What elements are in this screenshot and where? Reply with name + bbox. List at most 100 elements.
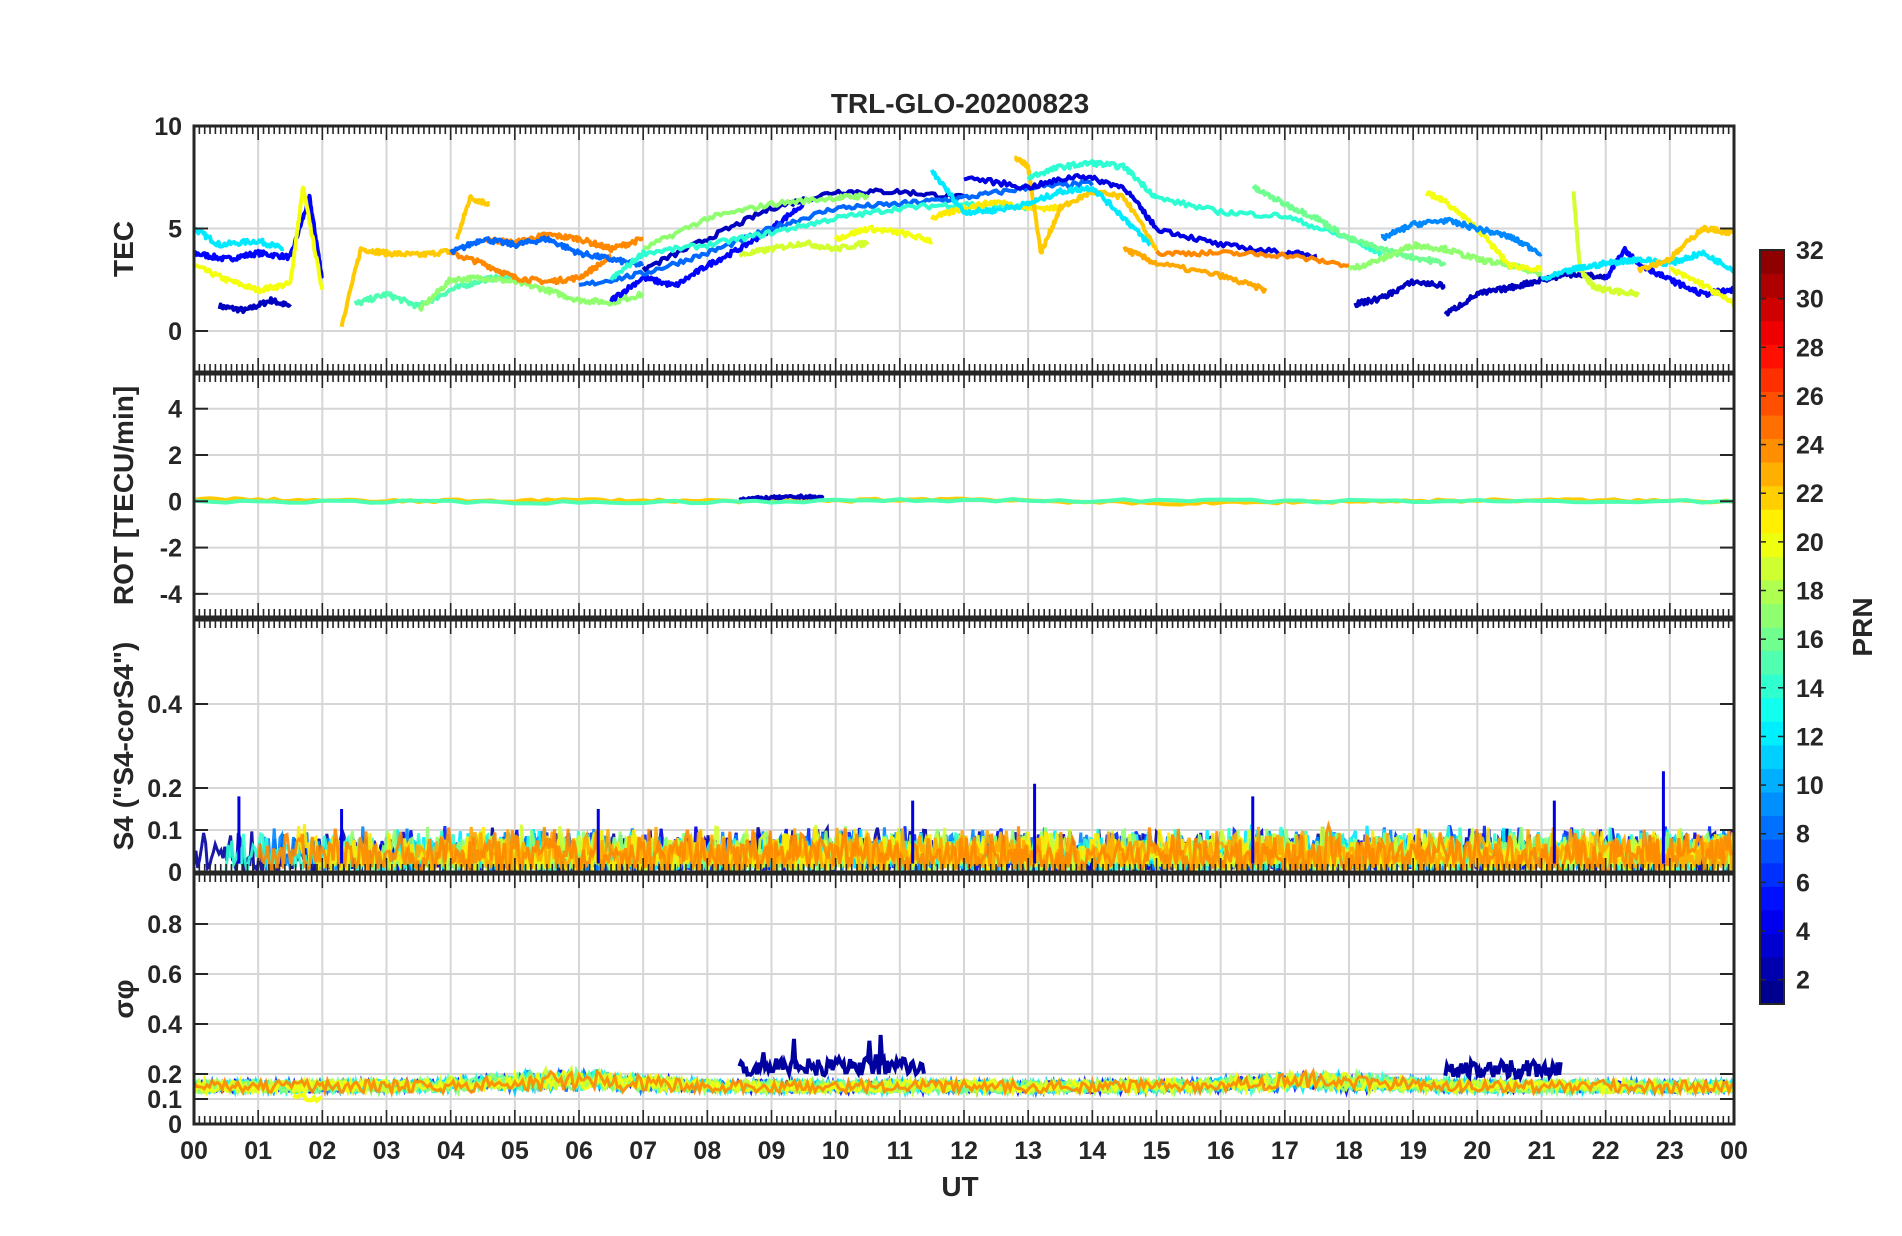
tec-series-prn-22 xyxy=(455,194,491,240)
y-tick-label: 0 xyxy=(168,488,182,516)
tec-series-prn-3 xyxy=(217,296,292,315)
colorbar-bin xyxy=(1760,320,1784,345)
y-tick-label: 0.4 xyxy=(147,691,182,719)
tec-series-prn-20 xyxy=(833,224,934,245)
colorbar-bin xyxy=(1760,603,1784,628)
x-tick-label: 10 xyxy=(822,1137,850,1165)
colorbar-tick-label: 8 xyxy=(1796,821,1810,849)
tec-series-prn-5 xyxy=(194,193,324,280)
colorbar-bin xyxy=(1760,414,1784,440)
colorbar-tick-label: 2 xyxy=(1796,967,1810,995)
colorbar-tick-label: 30 xyxy=(1796,286,1824,314)
panel-s4: 0 0.1 0.2 0.4 S4 ("S4-corS4") xyxy=(108,618,1736,887)
y-tick-label: 0.6 xyxy=(147,961,182,989)
y-tick-label: 0 xyxy=(168,318,182,346)
tec-series-prn-14 xyxy=(609,200,1030,281)
y-tick-label: 5 xyxy=(168,216,182,244)
sigma-dip xyxy=(292,1092,323,1104)
y-tick-label: 0.1 xyxy=(147,817,182,845)
colorbar-bin xyxy=(1760,768,1784,793)
y-tick-label: 0.4 xyxy=(147,1011,182,1039)
y-tick-label: 4 xyxy=(168,396,182,424)
tec-series-prn-3 xyxy=(738,493,825,502)
x-tick-label: 03 xyxy=(373,1137,401,1165)
colorbar-tick-label: 24 xyxy=(1796,432,1824,460)
colorbar-tick-label: 28 xyxy=(1796,334,1824,362)
colorbar-bin xyxy=(1760,862,1784,887)
tec-series-prn-3 xyxy=(1443,270,1608,317)
colorbar-tick-label: 10 xyxy=(1796,772,1824,800)
s4-series-prn-24 xyxy=(256,820,1734,872)
tec-series-prn-8 xyxy=(449,235,645,268)
x-tick-label: 23 xyxy=(1656,1137,1684,1165)
colorbar-bin xyxy=(1760,650,1784,675)
x-tick-label: 01 xyxy=(244,1137,272,1165)
colorbar-bin xyxy=(1760,579,1784,605)
y-axis-label-s4: S4 ("S4-corS4") xyxy=(108,642,139,851)
series-group xyxy=(194,493,1734,507)
colorbar-bin xyxy=(1760,697,1784,722)
x-tick-label: 20 xyxy=(1463,1137,1491,1165)
tec-series-prn-12 xyxy=(1540,249,1734,282)
x-tick-label: 05 xyxy=(501,1137,529,1165)
colorbar-bin xyxy=(1760,250,1784,275)
tec-series-prn-9 xyxy=(1380,216,1543,257)
colorbar-bin xyxy=(1760,886,1784,911)
tec-series-prn-17 xyxy=(642,192,870,250)
y-tick-label: -2 xyxy=(160,535,182,563)
panel-sigma_phi: 00.10.2 0.4 0.6 0.8 σφ xyxy=(108,872,1736,1139)
series-group xyxy=(194,155,1734,328)
chart-title: TRL-GLO-20200823 xyxy=(831,88,1089,119)
x-tick-label: 06 xyxy=(565,1137,593,1165)
colorbar-label: PRN xyxy=(1847,597,1878,656)
colorbar-bin xyxy=(1760,438,1784,463)
tec-series-prn-19 xyxy=(1571,191,1640,298)
tec-series-prn-21 xyxy=(930,199,1063,221)
tec-series-prn-3 xyxy=(641,187,965,273)
colorbar-bin xyxy=(1760,980,1784,1005)
tec-series-prn-22 xyxy=(339,246,452,328)
x-axis-label: UT xyxy=(941,1171,978,1202)
y-tick-label: 0.2 xyxy=(147,775,182,803)
y-tick-label: 0.8 xyxy=(147,911,182,939)
y-axis-label-sigma_phi: σφ xyxy=(108,979,139,1018)
panel-tec: 0 5 10 TEC xyxy=(108,113,1736,374)
colorbar-bin xyxy=(1760,556,1784,581)
colorbar-bin xyxy=(1760,791,1784,817)
colorbar-bin xyxy=(1760,391,1784,416)
y-tick-label: 0.2 xyxy=(147,1061,182,1089)
colorbar-tick-label: 32 xyxy=(1796,237,1824,265)
tec-series-prn-16 xyxy=(1251,184,1447,267)
colorbar-bin xyxy=(1760,839,1784,864)
colorbar-bin xyxy=(1760,344,1784,369)
colorbar-tick-label: 4 xyxy=(1796,918,1810,946)
tec-series-prn-8 xyxy=(578,179,1094,287)
x-tick-label: 13 xyxy=(1014,1137,1042,1165)
colorbar-tick-label: 20 xyxy=(1796,529,1824,557)
y-tick-label: 0 xyxy=(168,1111,182,1139)
tec-series-prn-12 xyxy=(930,169,1152,247)
tec-series-prn-24 xyxy=(1155,248,1350,269)
colorbar-bin xyxy=(1760,815,1784,840)
colorbar-bin xyxy=(1760,744,1784,769)
y-axis-label-tec: TEC xyxy=(108,221,139,277)
x-tick-label: 21 xyxy=(1528,1137,1556,1165)
x-tick-label: 08 xyxy=(693,1137,721,1165)
panel-rot: -4 -2 0 2 4 ROT [TECU/min] xyxy=(108,372,1736,619)
y-tick-label: 10 xyxy=(154,113,182,141)
tec-series-prn-22 xyxy=(1013,155,1159,255)
colorbar-tick-label: 16 xyxy=(1796,626,1824,654)
tec-series-prn-22 xyxy=(1636,224,1734,274)
x-tick-label: 15 xyxy=(1143,1137,1171,1165)
colorbar-tick-label: 22 xyxy=(1796,480,1824,508)
tec-series-prn-5 xyxy=(1604,245,1734,298)
colorbar-bin xyxy=(1760,933,1784,958)
colorbar-bin xyxy=(1760,909,1784,934)
x-tick-label: 02 xyxy=(308,1137,336,1165)
colorbar-bin xyxy=(1760,721,1784,746)
y-tick-label: 2 xyxy=(168,442,182,470)
colorbar-bin xyxy=(1760,956,1784,982)
x-tick-label: 14 xyxy=(1078,1137,1106,1165)
